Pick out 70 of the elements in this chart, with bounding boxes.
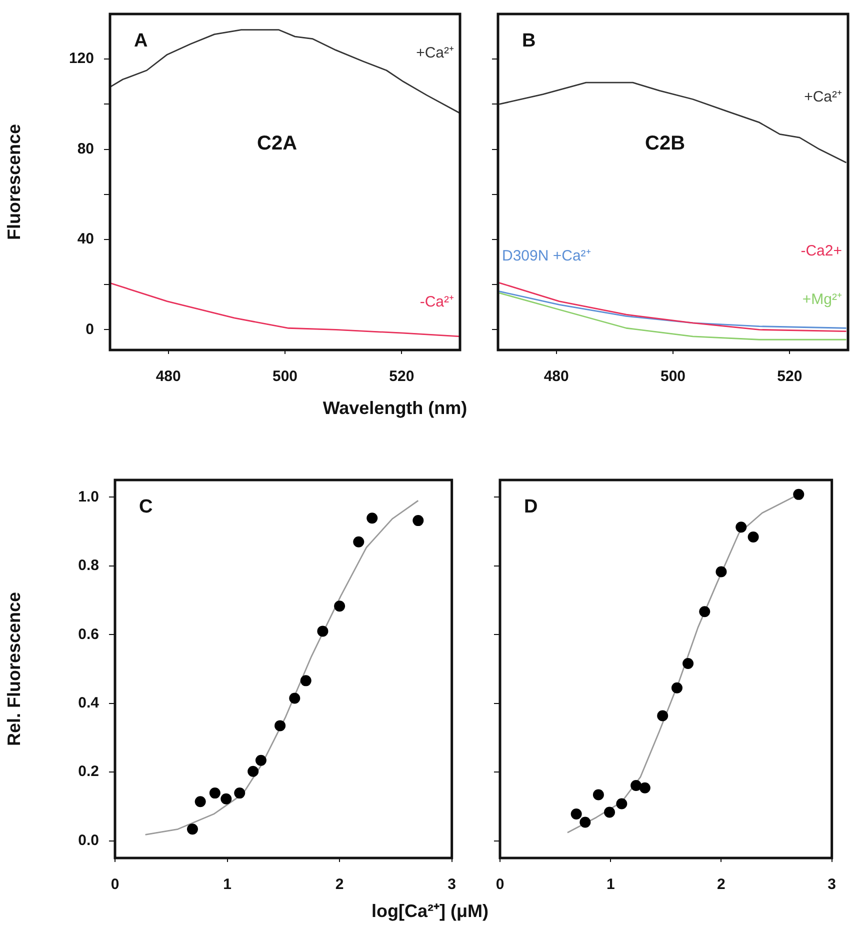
point — [234, 788, 246, 799]
y-tick-label: 0 — [86, 320, 94, 338]
annotation: C2B — [644, 132, 686, 155]
x-tick-label: 480 — [544, 368, 569, 386]
annotation: C2A — [256, 132, 298, 155]
x-tick-label: 500 — [660, 368, 686, 386]
annotation: D — [524, 496, 538, 518]
point — [716, 566, 727, 578]
point — [639, 782, 650, 794]
x-tick-label: 3 — [828, 876, 836, 894]
x-tick-label: 500 — [272, 368, 298, 386]
series-label: +Ca²⁺ — [416, 44, 454, 62]
annotation: C — [139, 496, 153, 518]
point — [671, 682, 682, 694]
series-label: D309N +Ca²⁺ — [502, 248, 591, 265]
y-tick-label: 0.0 — [78, 832, 99, 849]
point — [592, 789, 604, 800]
y-axis-title: Rel. Fluorescence — [4, 592, 24, 746]
point — [255, 754, 266, 766]
x-tick-label: 2 — [717, 876, 726, 894]
x-axis-title: log[Ca²⁺] (μM) — [370, 900, 490, 922]
point — [248, 766, 259, 777]
y-tick-label: 0.2 — [78, 763, 99, 780]
point — [274, 720, 286, 732]
point — [682, 658, 694, 669]
y-tick-label: 1.0 — [78, 488, 99, 506]
point — [580, 816, 591, 828]
y-axis-title: Fluorescence — [4, 124, 24, 240]
x-tick-label: 1 — [606, 876, 615, 894]
y-tick-label: 0.6 — [78, 626, 99, 643]
y-tick-label: 80 — [77, 140, 94, 158]
point — [793, 488, 804, 500]
y-tick-label: 0.4 — [78, 694, 100, 712]
point — [353, 536, 364, 548]
annotation: B — [522, 30, 536, 52]
point — [630, 780, 642, 791]
annotation: A — [134, 30, 148, 52]
y-tick-label: 120 — [68, 50, 94, 68]
point — [570, 808, 582, 820]
point — [289, 692, 300, 704]
point — [604, 806, 616, 818]
point — [300, 675, 312, 686]
y-tick-label: 0.8 — [78, 557, 99, 574]
x-tick-label: 480 — [156, 368, 181, 386]
point — [748, 532, 759, 543]
point — [366, 512, 378, 524]
x-tick-label: 3 — [448, 876, 456, 894]
x-tick-label: 0 — [110, 876, 120, 894]
point — [220, 793, 232, 804]
y-tick-label: 40 — [77, 230, 94, 248]
point — [209, 788, 220, 799]
point — [699, 606, 710, 618]
text: +Mg²⁺ — [802, 290, 842, 308]
text: +Ca²⁺ — [804, 88, 842, 106]
x-axis-title: Wavelength (nm) — [322, 398, 468, 419]
point — [317, 626, 328, 637]
point — [194, 796, 206, 808]
point — [186, 824, 198, 835]
series-label: -Ca²⁺ — [420, 294, 454, 311]
text: -Ca2+ — [800, 242, 842, 260]
x-tick-label: 0 — [496, 876, 504, 894]
x-tick-label: 520 — [389, 368, 414, 386]
point — [412, 515, 424, 526]
x-tick-label: 2 — [335, 876, 344, 894]
x-tick-label: 1 — [223, 876, 232, 894]
point — [736, 522, 747, 533]
x-tick-label: 520 — [777, 368, 802, 386]
point — [616, 798, 628, 810]
point — [657, 710, 668, 722]
point — [334, 600, 346, 612]
